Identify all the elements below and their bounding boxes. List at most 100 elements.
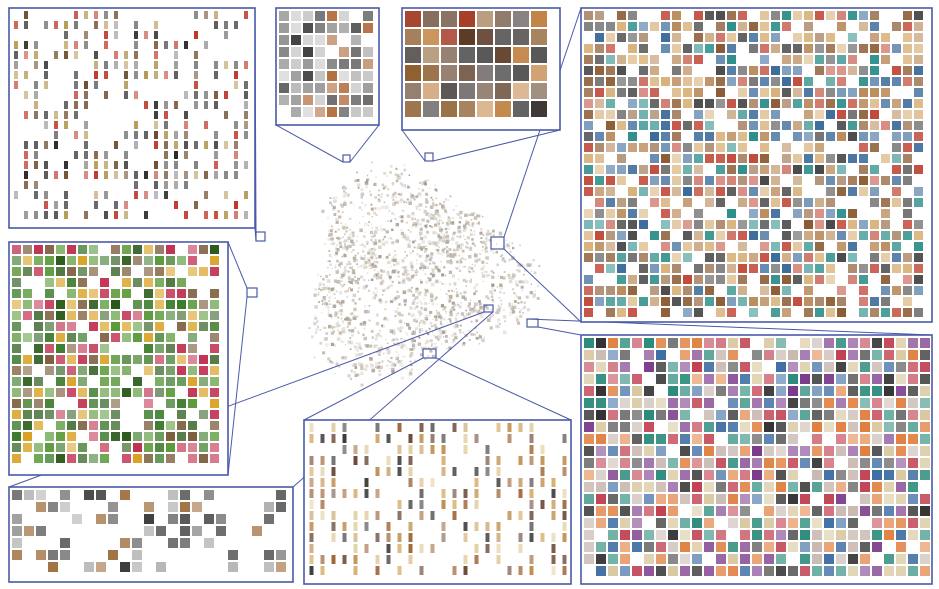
cookware-panel-thumbnail: [291, 59, 301, 69]
cloud-point: [329, 201, 332, 205]
cloud-point: [325, 332, 329, 335]
cloud-point: [430, 242, 433, 245]
pillows-panel-thumbnail: [728, 362, 738, 372]
cloud-point: [441, 206, 445, 210]
cloud-point: [485, 256, 489, 260]
cloud-point: [371, 226, 374, 229]
tables-panel-thumbnail: [727, 264, 736, 273]
cloud-point: [423, 225, 425, 227]
pillows-panel-thumbnail: [620, 506, 630, 516]
pillows-panel-thumbnail: [608, 374, 618, 384]
plants-panel-thumbnail: [100, 355, 109, 364]
tables-panel-thumbnail: [848, 154, 857, 163]
cloud-point: [349, 229, 351, 231]
plants-panel-thumbnail: [155, 454, 164, 463]
cloud-point: [340, 237, 342, 239]
tables-panel-thumbnail: [815, 154, 824, 163]
cloud-point: [351, 312, 354, 315]
cloud-point: [449, 239, 451, 242]
tables-panel-thumbnail: [694, 231, 703, 240]
lanterns-panel-thumbnail: [184, 141, 188, 149]
plants-panel-thumbnail: [111, 377, 120, 386]
cloud-point: [329, 232, 333, 237]
tables-panel-thumbnail: [782, 66, 791, 75]
cloud-point: [374, 239, 377, 242]
cloud-point: [373, 264, 377, 268]
cloud-point: [352, 234, 354, 237]
cloud-point: [351, 236, 353, 239]
cloud-point: [335, 362, 339, 366]
cloud-point: [336, 259, 339, 263]
tables-panel-thumbnail: [738, 154, 747, 163]
lamps-panel-thumbnail: [408, 456, 413, 465]
pillows-panel-thumbnail: [884, 386, 894, 396]
lanterns-panel-thumbnail: [134, 171, 138, 179]
tables-panel-thumbnail: [914, 253, 923, 262]
cloud-point: [426, 206, 428, 208]
cloud-point: [387, 220, 390, 222]
tables-panel-thumbnail: [914, 242, 923, 251]
pillows-panel-thumbnail: [668, 482, 678, 492]
lamps-panel-thumbnail: [331, 511, 336, 520]
tables-panel-thumbnail: [639, 44, 648, 53]
tables-panel-thumbnail: [584, 187, 593, 196]
pillows-panel-thumbnail: [596, 338, 606, 348]
pillows-panel-thumbnail: [656, 362, 666, 372]
cloud-point: [489, 326, 493, 330]
lamps-panel-thumbnail: [474, 489, 479, 498]
cloud-point: [427, 240, 431, 244]
pillows-panel-thumbnail: [620, 518, 630, 528]
cloud-point: [422, 265, 426, 269]
cloud-point: [339, 309, 343, 313]
faucets-panel-thumbnail: [144, 514, 154, 524]
stoves-panel-thumbnail: [477, 11, 493, 27]
plants-panel-thumbnail: [89, 289, 98, 298]
cloud-point: [409, 199, 412, 202]
tables-panel-thumbnail: [727, 220, 736, 229]
lanterns-panel-thumbnail: [84, 161, 88, 169]
cloud-point: [400, 376, 404, 380]
tables-panel-thumbnail: [584, 11, 593, 20]
plants-panel-thumbnail: [177, 366, 186, 375]
pillows-panel-thumbnail: [620, 482, 630, 492]
tables-panel-thumbnail: [705, 187, 714, 196]
tables-panel-thumbnail: [716, 132, 725, 141]
cloud-point: [374, 241, 378, 245]
plants-panel-thumbnail: [100, 410, 109, 419]
cloud-point: [479, 306, 483, 310]
pillows-panel-thumbnail: [656, 410, 666, 420]
cloud-point: [357, 290, 360, 293]
cloud-point: [471, 225, 474, 227]
tables-panel-thumbnail: [815, 88, 824, 97]
pillows-panel-thumbnail: [848, 446, 858, 456]
cloud-point: [364, 231, 366, 233]
cloud-point: [532, 294, 536, 298]
tables-panel-thumbnail: [859, 308, 868, 317]
tables-panel-thumbnail: [705, 143, 714, 152]
cloud-point: [425, 314, 428, 317]
cloud-point: [339, 245, 343, 248]
pillows-panel-thumbnail: [824, 350, 834, 360]
lamps-panel-thumbnail: [331, 522, 336, 531]
tables-panel-thumbnail: [771, 121, 780, 130]
cloud-point: [467, 266, 472, 270]
lanterns-panel-thumbnail: [134, 121, 138, 129]
lamps-panel-thumbnail: [397, 533, 402, 542]
tables-panel-thumbnail: [617, 198, 626, 207]
tables-panel-thumbnail: [672, 132, 681, 141]
cloud-point: [484, 237, 488, 240]
pillows-panel-thumbnail: [716, 470, 726, 480]
lamps-panel-thumbnail: [342, 489, 347, 498]
cloud-point: [469, 271, 472, 273]
tables-panel-thumbnail: [683, 286, 692, 295]
lanterns-panel-thumbnail: [154, 71, 158, 79]
tables-panel-thumbnail: [826, 297, 835, 306]
pillows-panel-thumbnail: [824, 338, 834, 348]
lanterns-panel-thumbnail: [184, 121, 188, 129]
plants-panel-thumbnail: [210, 454, 219, 463]
lamps-panel-thumbnail: [463, 533, 468, 542]
cloud-point: [328, 260, 331, 263]
cloud-point: [351, 298, 355, 302]
pillows-panel-thumbnail: [680, 374, 690, 384]
plants-panel-thumbnail: [199, 300, 208, 309]
